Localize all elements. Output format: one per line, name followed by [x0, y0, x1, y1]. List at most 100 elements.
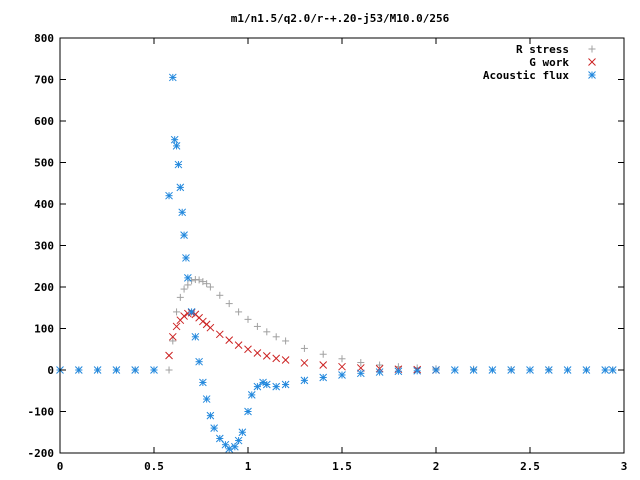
data-point-acoustic-flux	[180, 231, 188, 239]
data-point-r-stress	[272, 333, 280, 341]
data-point-acoustic-flux	[563, 366, 572, 374]
y-axis: -200 -100 0 100 200 300 400 500 600 700 800	[28, 32, 624, 460]
legend-label-g-work: G work	[529, 56, 569, 69]
x-tick-label: 2	[433, 460, 440, 473]
data-point-acoustic-flux	[112, 366, 121, 374]
data-point-r-stress	[357, 359, 365, 367]
data-point-acoustic-flux	[150, 366, 158, 374]
data-point-g-work	[244, 345, 252, 354]
data-point-g-work	[172, 322, 181, 331]
data-point-g-work	[234, 341, 243, 349]
data-point-g-work	[300, 359, 309, 367]
data-point-r-stress	[203, 280, 211, 288]
legend-label-acoustic-flux: Acoustic flux	[483, 69, 569, 82]
data-point-acoustic-flux	[394, 367, 403, 376]
data-point-acoustic-flux	[170, 135, 179, 144]
data-point-r-stress	[282, 337, 290, 345]
data-point-acoustic-flux	[176, 183, 185, 192]
data-point-acoustic-flux	[178, 208, 187, 217]
x-tick-label: 3	[621, 460, 628, 473]
data-point-acoustic-flux	[608, 366, 617, 374]
data-point-r-stress	[188, 277, 196, 285]
data-point-acoustic-flux	[199, 378, 207, 387]
plot-frame	[59, 37, 625, 454]
data-point-acoustic-flux	[165, 191, 173, 200]
data-point-g-work	[356, 364, 365, 372]
chart-markers	[56, 73, 617, 453]
data-point-r-stress	[180, 285, 188, 293]
data-point-r-stress	[253, 322, 261, 330]
data-point-g-work	[165, 351, 173, 360]
data-point-acoustic-flux	[272, 382, 281, 391]
chart-title: m1/n1.5/q2.0/r-+.20-j53/M10.0/256	[231, 12, 450, 25]
data-point-r-stress	[169, 337, 177, 345]
data-point-r-stress	[195, 276, 203, 284]
data-point-acoustic-flux	[195, 357, 203, 366]
data-point-acoustic-flux	[338, 371, 346, 379]
data-point-r-stress	[216, 291, 224, 299]
data-point-acoustic-flux	[375, 368, 384, 376]
data-point-acoustic-flux	[172, 142, 181, 150]
data-point-acoustic-flux	[238, 428, 247, 437]
series-acoustic-flux	[56, 73, 617, 453]
data-point-g-work	[168, 332, 177, 341]
x-tick-label: 1.5	[332, 460, 352, 473]
data-point-acoustic-flux	[507, 366, 516, 374]
x-tick-label: 0.5	[144, 460, 164, 473]
data-point-g-work	[281, 356, 290, 364]
data-point-g-work	[319, 361, 328, 369]
data-point-r-stress	[263, 328, 271, 336]
data-point-acoustic-flux	[262, 380, 271, 389]
data-point-acoustic-flux	[187, 308, 196, 316]
data-point-acoustic-flux	[319, 373, 328, 382]
data-point-g-work	[225, 336, 234, 344]
x-tick-label: 2.5	[520, 460, 540, 473]
y-tick-label: 100	[34, 323, 54, 336]
legend-label-r-stress: R stress	[516, 43, 569, 56]
data-point-acoustic-flux	[281, 380, 290, 389]
data-point-g-work	[206, 323, 215, 332]
data-point-acoustic-flux	[253, 382, 262, 391]
series-r-stress	[56, 276, 617, 374]
data-point-acoustic-flux	[131, 366, 140, 374]
data-point-acoustic-flux	[183, 274, 192, 282]
y-tick-label: 500	[34, 157, 54, 170]
data-point-acoustic-flux	[215, 434, 224, 443]
data-point-r-stress	[225, 300, 233, 308]
y-tick-label: 700	[34, 74, 54, 87]
data-point-acoustic-flux	[356, 369, 365, 378]
y-tick-label: 0	[47, 364, 54, 377]
data-point-g-work	[199, 317, 207, 326]
data-point-acoustic-flux	[206, 411, 215, 420]
data-point-acoustic-flux	[74, 366, 83, 374]
x-axis: 0 0.5 1 1.5 2 2.5 3	[57, 38, 628, 473]
data-point-acoustic-flux	[244, 407, 252, 416]
data-point-acoustic-flux	[202, 395, 211, 403]
data-point-acoustic-flux	[300, 376, 309, 385]
data-point-acoustic-flux	[526, 366, 534, 374]
legend-marker-acoustic-flux	[588, 71, 596, 79]
data-point-r-stress	[199, 278, 207, 286]
data-point-acoustic-flux	[601, 366, 610, 374]
data-point-r-stress	[244, 315, 252, 323]
y-tick-label: 800	[34, 32, 54, 45]
data-point-acoustic-flux	[544, 366, 553, 374]
data-point-acoustic-flux	[413, 366, 422, 375]
data-point-acoustic-flux	[432, 366, 440, 374]
data-point-r-stress	[319, 350, 327, 358]
data-point-acoustic-flux	[93, 366, 102, 374]
data-point-g-work	[338, 362, 346, 371]
y-tick-label: -200	[28, 447, 55, 460]
data-point-acoustic-flux	[450, 366, 459, 374]
data-point-acoustic-flux	[174, 160, 183, 169]
y-tick-label: 600	[34, 115, 54, 128]
y-tick-label: 300	[34, 240, 54, 253]
y-tick-label: -100	[28, 406, 55, 419]
legend-marker-r-stress	[588, 45, 596, 53]
data-point-r-stress	[165, 366, 173, 374]
data-point-acoustic-flux	[182, 254, 190, 262]
data-point-r-stress	[206, 283, 214, 291]
data-point-g-work	[253, 349, 262, 357]
data-point-r-stress	[235, 308, 243, 316]
